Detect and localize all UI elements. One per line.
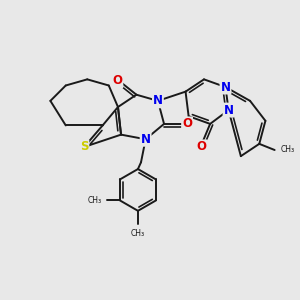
- Text: O: O: [182, 117, 192, 130]
- Text: O: O: [197, 140, 207, 153]
- Text: N: N: [220, 80, 230, 94]
- Text: N: N: [224, 103, 234, 117]
- Text: N: N: [141, 133, 151, 146]
- Text: S: S: [80, 140, 88, 153]
- Text: O: O: [112, 74, 122, 87]
- Text: N: N: [153, 94, 163, 107]
- Text: CH₃: CH₃: [280, 146, 294, 154]
- Text: CH₃: CH₃: [87, 196, 101, 205]
- Text: CH₃: CH₃: [131, 229, 145, 238]
